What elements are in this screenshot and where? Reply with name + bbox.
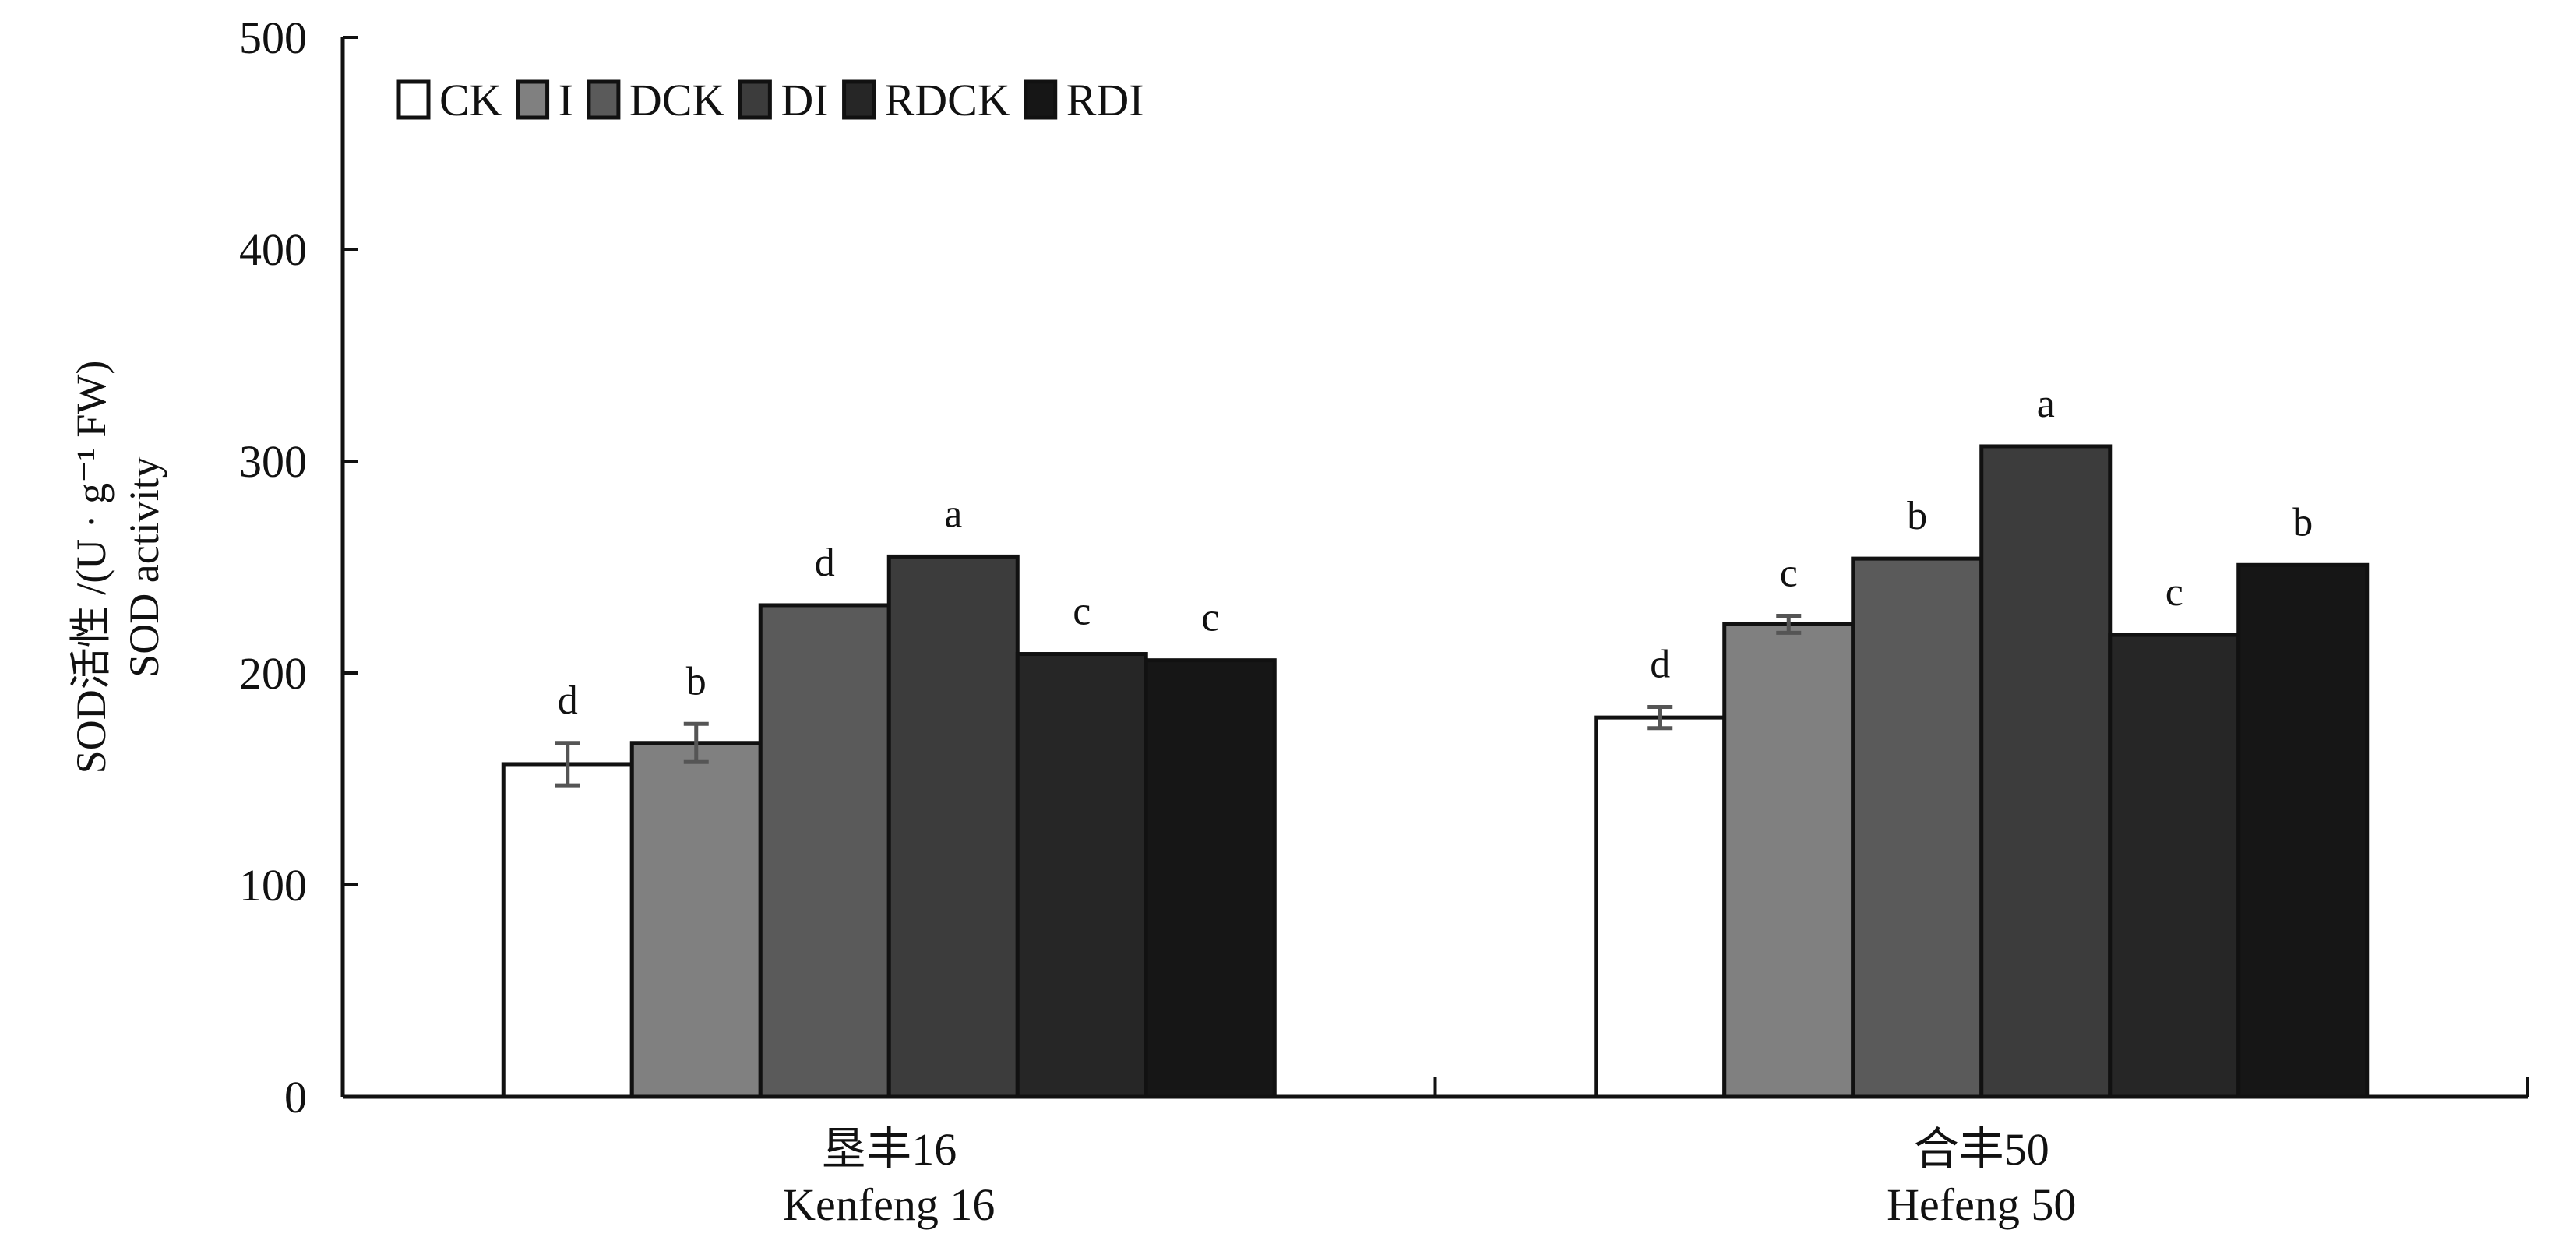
y-tick-label: 500 bbox=[239, 12, 307, 63]
legend-label-rdi: RDI bbox=[1066, 75, 1144, 125]
y-tick-label: 200 bbox=[239, 648, 307, 699]
x-category-label-cn: 合丰50 bbox=[1914, 1124, 2049, 1175]
legend-swatch-rdck bbox=[842, 79, 876, 120]
legend-label-rdck: RDCK bbox=[885, 75, 1010, 125]
legend-swatch-ck bbox=[396, 79, 431, 120]
significance-label: b bbox=[686, 659, 707, 703]
legend-swatch-rdi bbox=[1024, 79, 1058, 120]
bar-i bbox=[1722, 622, 1855, 1099]
bar-i bbox=[629, 741, 763, 1099]
y-tick-label: 300 bbox=[239, 436, 307, 487]
legend-swatch-dck bbox=[587, 79, 621, 120]
legend-label-di: DI bbox=[781, 75, 828, 125]
y-axis-label-cn: SOD活性 /(U · g⁻¹ FW) bbox=[68, 361, 115, 774]
x-category-label-en: Kenfeng 16 bbox=[783, 1179, 995, 1230]
significance-label: b bbox=[1907, 494, 1927, 538]
significance-label: d bbox=[558, 678, 578, 723]
bar-rdi bbox=[1144, 658, 1277, 1099]
bar-ck bbox=[501, 762, 634, 1099]
significance-label: a bbox=[944, 492, 962, 536]
significance-label: d bbox=[815, 541, 835, 585]
bar-di bbox=[1979, 444, 2113, 1099]
legend-swatch-i bbox=[516, 79, 550, 120]
y-axis-label-en: SOD activity bbox=[121, 456, 167, 677]
significance-label: c bbox=[1073, 590, 1091, 634]
significance-label: b bbox=[2292, 500, 2313, 544]
bar-di bbox=[886, 554, 1020, 1099]
significance-label: c bbox=[2165, 570, 2183, 615]
significance-label: d bbox=[1650, 643, 1670, 687]
bar-rdi bbox=[2236, 562, 2370, 1099]
x-category-label-en: Hefeng 50 bbox=[1887, 1179, 2076, 1230]
bar-rdck bbox=[2108, 633, 2241, 1099]
bar-dck bbox=[758, 603, 891, 1099]
x-category-label-cn: 垦丰16 bbox=[821, 1124, 957, 1175]
legend-swatch-di bbox=[738, 79, 772, 120]
bars-group bbox=[501, 444, 2370, 1099]
significance-label: c bbox=[1780, 552, 1798, 596]
y-tick-label: 0 bbox=[284, 1072, 307, 1122]
bar-dck bbox=[1851, 556, 1984, 1099]
legend-label-ck: CK bbox=[439, 75, 502, 125]
bar-ck bbox=[1594, 715, 1727, 1099]
significance-labels-group: d b d a c c d c b a c b bbox=[558, 382, 2313, 723]
legend: CK I DCK DI RDCK RDI bbox=[396, 75, 1144, 125]
legend-label-dck: DCK bbox=[629, 75, 725, 125]
significance-label: c bbox=[1201, 596, 1219, 640]
y-tick-label: 100 bbox=[239, 860, 307, 911]
error-bars-group bbox=[555, 614, 1802, 788]
y-tick-label: 400 bbox=[239, 224, 307, 275]
significance-label: a bbox=[2037, 382, 2055, 426]
bar-rdck bbox=[1015, 652, 1148, 1099]
legend-label-i: I bbox=[559, 75, 573, 125]
